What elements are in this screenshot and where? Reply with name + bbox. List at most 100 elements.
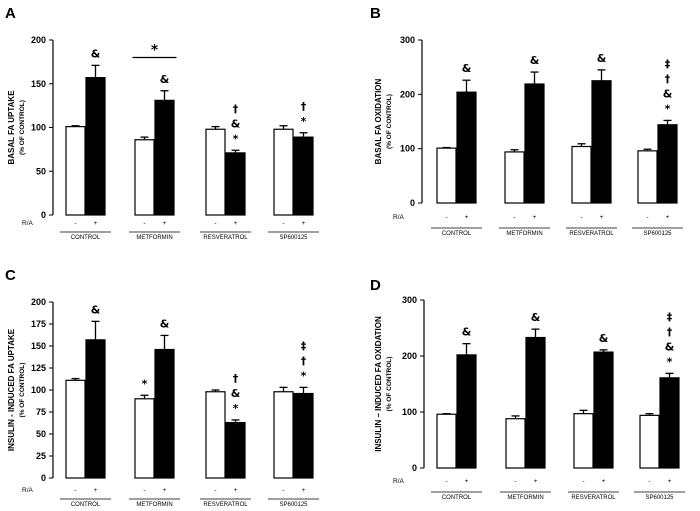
y-tick-label: 0 xyxy=(412,463,417,473)
y-tick-label: 100 xyxy=(402,407,417,417)
significance-marker: & xyxy=(91,303,101,316)
ra-sign: - xyxy=(282,487,284,494)
ra-row-label: R/A xyxy=(393,478,405,485)
y-axis-subtitle: (% OF CONTROL) xyxy=(386,94,393,149)
y-tick-label: 50 xyxy=(36,429,46,439)
panel-letter: B xyxy=(370,5,381,22)
ra-sign: - xyxy=(214,220,216,227)
y-tick-label: 300 xyxy=(402,295,417,305)
ra-sign: + xyxy=(602,478,606,485)
y-tick-label: 150 xyxy=(31,341,46,351)
bar xyxy=(85,77,106,216)
y-tick-label: 200 xyxy=(402,351,417,361)
bar xyxy=(436,413,457,469)
group-label: SP600125 xyxy=(645,495,674,501)
group-label: METFORMIN xyxy=(507,495,543,501)
bar xyxy=(456,91,477,204)
ra-sign: - xyxy=(214,487,216,494)
y-tick-label: 0 xyxy=(410,198,415,208)
chart-panel-b: B 0 100 200 300 BASAL FA OXIDATION (% OF CONTR… xyxy=(370,5,683,237)
comparison-marker: * xyxy=(151,43,159,59)
y-tick-label: 0 xyxy=(41,473,46,483)
ra-sign: - xyxy=(143,487,145,494)
y-axis-subtitle: (% OF CONTROL) xyxy=(386,357,393,412)
group-label: METFORMIN xyxy=(506,231,542,237)
chart-panel-c: C 0 25 50 75 100 125 150 175 200 INSULIN - INDUCED… xyxy=(5,267,319,508)
group-label: CONTROL xyxy=(442,231,472,237)
ra-sign: + xyxy=(600,214,604,221)
significance-marker: ‡ † & * xyxy=(663,57,673,115)
significance-marker: * xyxy=(142,377,148,390)
bar xyxy=(637,150,658,204)
chart-panel-a: A 0 50 100 150 200 BASAL FA UPTAKE (% OF CONTRO… xyxy=(5,5,319,241)
group-label: SP600125 xyxy=(279,235,308,241)
bar xyxy=(273,391,294,479)
ra-sign: + xyxy=(302,220,306,227)
bar xyxy=(504,151,525,204)
bar xyxy=(293,392,314,479)
bar xyxy=(525,336,546,469)
group-label: RESVERATROL xyxy=(571,495,616,501)
ra-sign: + xyxy=(465,478,469,485)
ra-sign: - xyxy=(646,214,648,221)
y-tick-label: 175 xyxy=(31,319,46,329)
significance-marker: † & * xyxy=(231,372,241,415)
bar xyxy=(593,351,614,469)
ra-sign: - xyxy=(282,220,284,227)
y-tick-label: 75 xyxy=(36,407,46,417)
bar xyxy=(154,348,175,479)
significance-marker: † & * xyxy=(231,102,241,145)
significance-marker: & xyxy=(160,317,170,330)
panel-letter: C xyxy=(5,267,16,284)
y-axis-title: BASAL FA OXIDATION xyxy=(374,78,383,164)
bar xyxy=(134,139,155,216)
significance-marker: ‡ † & * xyxy=(665,310,675,368)
ra-sign: + xyxy=(302,487,306,494)
bar xyxy=(573,413,594,469)
bar xyxy=(456,354,477,469)
significance-marker: & xyxy=(597,52,607,65)
ra-sign: + xyxy=(94,487,98,494)
ra-sign: - xyxy=(648,478,650,485)
group-label: CONTROL xyxy=(71,235,101,241)
ra-sign: + xyxy=(234,220,238,227)
ra-sign: + xyxy=(163,487,167,494)
y-tick-label: 50 xyxy=(36,166,46,176)
bar xyxy=(524,83,545,204)
bar xyxy=(436,147,457,204)
group-label: CONTROL xyxy=(442,495,472,501)
chart-panel-d: D 0 100 200 300 INSULIN – INDUCED FA OXIDATIO… xyxy=(370,277,685,501)
significance-marker: ‡ † * xyxy=(301,339,307,382)
ra-sign: + xyxy=(534,478,538,485)
group-label: SP600125 xyxy=(643,231,672,237)
bar xyxy=(154,99,175,216)
y-axis-subtitle: (% OF CONTROL) xyxy=(19,100,26,155)
bar xyxy=(65,379,86,479)
significance-marker: & xyxy=(531,311,541,324)
ra-sign: - xyxy=(445,214,447,221)
significance-marker: & xyxy=(462,62,472,75)
significance-marker: & xyxy=(160,73,170,86)
bar xyxy=(659,377,680,469)
bar xyxy=(205,128,226,216)
bar xyxy=(225,152,246,216)
ra-sign: + xyxy=(668,478,672,485)
ra-row-label: R/A xyxy=(22,487,34,494)
bar xyxy=(639,414,660,469)
significance-marker: † * xyxy=(301,100,307,128)
ra-sign: - xyxy=(74,220,76,227)
group-label: SP600125 xyxy=(279,502,308,508)
ra-sign: + xyxy=(163,220,167,227)
ra-sign: + xyxy=(465,214,469,221)
y-axis-title: INSULIN - INDUCED FA UPTAKE xyxy=(7,328,16,451)
y-tick-label: 150 xyxy=(31,79,46,89)
y-tick-label: 200 xyxy=(31,297,46,307)
significance-marker: & xyxy=(599,332,609,345)
y-tick-label: 100 xyxy=(31,123,46,133)
bar xyxy=(591,80,612,204)
group-label: RESVERATROL xyxy=(203,235,248,241)
bar xyxy=(225,421,246,479)
ra-sign: + xyxy=(533,214,537,221)
bar xyxy=(134,398,155,479)
y-tick-label: 200 xyxy=(400,89,415,99)
